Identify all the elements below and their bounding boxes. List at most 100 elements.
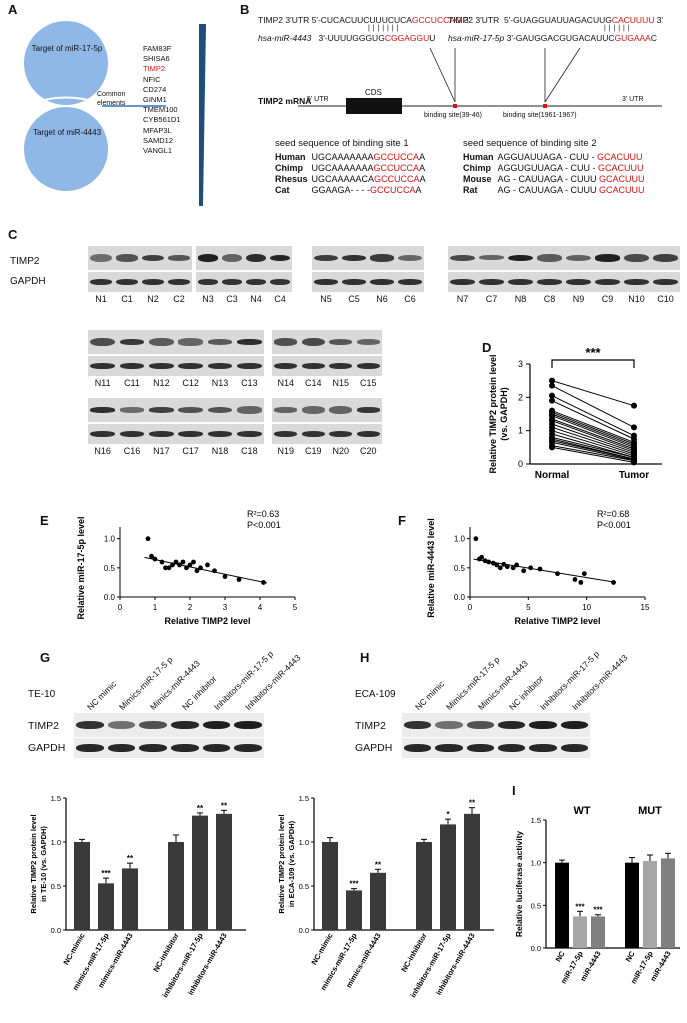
timp2-band xyxy=(207,339,233,345)
species-label: Rat xyxy=(463,185,478,195)
scatter-point xyxy=(504,564,510,570)
bar-y-tick-label: 1.0 xyxy=(51,838,61,847)
mrna-schematic xyxy=(298,47,662,114)
timp2-band xyxy=(119,407,145,413)
scatter-x-tick-label: 5 xyxy=(293,603,298,612)
seed-row: Rhesus UGCAAAAACAGCCUCCAA xyxy=(275,174,430,185)
scatter-x-tick-label: 0 xyxy=(118,603,123,612)
bar xyxy=(573,916,587,948)
lane-label: C20 xyxy=(359,446,377,456)
gapdh-band xyxy=(508,279,533,285)
scatter-point xyxy=(170,562,175,568)
bar-x-label: NC-mimic xyxy=(61,932,86,967)
timp2-band xyxy=(653,253,678,263)
timp2-band xyxy=(537,254,562,262)
i-mut-label: MUT xyxy=(638,805,662,817)
gene-wedge xyxy=(199,24,206,206)
timp2-band xyxy=(90,407,115,413)
gene-item: SAMD12 xyxy=(143,135,174,145)
bar-sig: * xyxy=(446,810,450,819)
timp2-strip xyxy=(402,713,590,737)
species-label: Human xyxy=(275,152,306,162)
timp2-band xyxy=(202,721,231,729)
seed1-title: seed sequence of binding site 1 xyxy=(275,138,409,149)
scatter-y-title: Relative miR-4443 level xyxy=(426,518,436,618)
gapdh-blot-strip xyxy=(272,424,382,444)
cds-label: CDS xyxy=(365,88,382,97)
bar-y-tick-label: 0.0 xyxy=(531,944,541,953)
timp2-band xyxy=(237,339,262,345)
lane-label: N11 xyxy=(94,378,111,388)
bar xyxy=(322,842,338,930)
timp2-band xyxy=(342,254,366,262)
gapdh-band xyxy=(207,431,233,437)
gapdh-band xyxy=(560,744,589,752)
d-tumor-point xyxy=(631,424,637,431)
lane-label: N8 xyxy=(514,294,527,304)
scatter-point xyxy=(537,566,543,572)
lane-label: C5 xyxy=(348,294,360,304)
timp2-band xyxy=(403,721,432,729)
scatter-y-tick-label: 0.5 xyxy=(454,564,466,573)
binding-site-1-label: binding site(39-46) xyxy=(424,112,482,119)
bar-y-title-line: Relative TIMP2 protein level xyxy=(277,814,286,913)
site1-alignment: TIMP2 3'UTR 5'-CUCACUUCUUUCUCAGCCUCCAG 3… xyxy=(258,15,471,43)
gapdh-band xyxy=(202,744,231,752)
panel-letter-c: C xyxy=(8,227,18,242)
timp2-band xyxy=(356,339,380,345)
bar xyxy=(661,858,675,948)
d-pair-line xyxy=(551,418,635,450)
lane-label: C19 xyxy=(304,446,322,456)
scatter-x-tick-label: 0 xyxy=(468,603,473,612)
scatter-point xyxy=(198,565,203,571)
timp2-strip xyxy=(74,713,264,737)
timp2-band xyxy=(116,254,138,262)
seed-sequence: GGAAGA- - - -GCCUCCAA xyxy=(311,185,422,195)
scatter-point xyxy=(611,580,616,585)
timp2-band xyxy=(139,721,168,729)
lane-label: Inhibitors-miR-17-5 p xyxy=(538,648,602,713)
lane-label: N19 xyxy=(277,446,294,456)
bar-y-title: Relative luciferase activity xyxy=(514,831,524,938)
seed-row: Chimp AGGUGUUAGA - CUU - GCACUUU xyxy=(463,163,649,174)
gapdh-band xyxy=(90,431,115,437)
binding-site-2-mark xyxy=(543,104,547,108)
timp2-band xyxy=(301,337,325,347)
scatter-point xyxy=(180,559,186,565)
timp2-band xyxy=(508,254,533,262)
chart-e: 0 1 2 3 4 5 0.0 0.5 1.0 R²=0.63P<0.001 Relative TI… xyxy=(76,509,298,626)
scatter-p: P<0.001 xyxy=(597,520,631,530)
scatter-x-tick-label: 15 xyxy=(641,603,650,612)
gapdh-band xyxy=(274,431,298,437)
gapdh-band xyxy=(119,363,145,369)
timp2-band xyxy=(274,338,298,346)
lane-label: Mimics-miR-17-5 p xyxy=(116,654,175,713)
bar-y-tick-label: 0.5 xyxy=(531,901,541,910)
gapdh-band xyxy=(356,431,380,437)
timp2-band xyxy=(168,255,190,261)
scatter-x-tick-label: 5 xyxy=(526,603,531,612)
lane-label: N10 xyxy=(628,294,645,304)
gene-item: VANGL1 xyxy=(143,146,173,156)
scatter-point xyxy=(152,556,158,562)
lane-label: N20 xyxy=(332,446,349,456)
gapdh-band xyxy=(178,431,203,437)
lane-label: C16 xyxy=(123,446,141,456)
gapdh-band xyxy=(237,431,262,437)
scatter-point xyxy=(514,562,520,568)
scatter-point xyxy=(145,536,151,542)
bar xyxy=(122,868,138,930)
lane-label: C17 xyxy=(182,446,199,456)
d-pair-line xyxy=(551,411,635,445)
blot-label-gapdh: GAPDH xyxy=(10,276,46,287)
bar xyxy=(416,842,432,930)
species-label: Human xyxy=(463,152,494,162)
d-pair-line xyxy=(551,436,635,458)
scatter-y-tick-label: 0.0 xyxy=(454,593,466,602)
bar xyxy=(440,824,456,930)
scatter-point xyxy=(494,562,500,568)
scatter-point xyxy=(521,568,527,574)
bar-y-title-line: Relative TIMP2 protein level xyxy=(29,814,38,913)
scatter-point xyxy=(222,574,228,579)
gapdh-band xyxy=(537,279,562,285)
